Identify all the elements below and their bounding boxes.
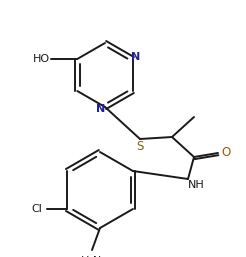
Text: O: O bbox=[221, 146, 231, 160]
Text: N: N bbox=[131, 52, 140, 62]
Text: H₂N: H₂N bbox=[81, 256, 103, 257]
Text: S: S bbox=[136, 140, 144, 152]
Text: Cl: Cl bbox=[32, 204, 43, 214]
Text: HO: HO bbox=[33, 54, 50, 64]
Text: N: N bbox=[96, 104, 106, 114]
Text: NH: NH bbox=[188, 180, 204, 190]
